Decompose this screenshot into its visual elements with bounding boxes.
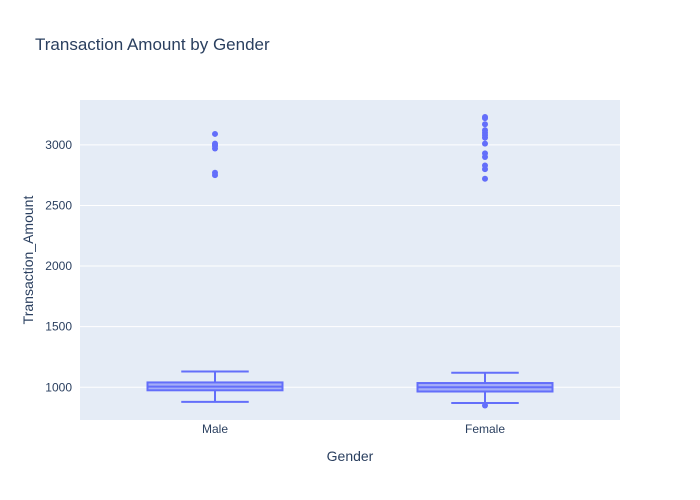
outlier-point (482, 175, 488, 182)
y-tick-label: 2500 (45, 198, 72, 212)
outlier-point (482, 162, 488, 169)
x-tick-label: Male (202, 422, 228, 436)
y-tick-label: 3000 (45, 138, 72, 152)
x-axis-title: Gender (327, 448, 374, 464)
x-axis-ticks: Male Female (202, 422, 505, 436)
outlier-point (482, 140, 488, 147)
y-axis-ticks: 1000 1500 2000 2500 3000 (45, 138, 72, 394)
box-traces (146, 113, 554, 409)
outlier-point (482, 113, 488, 120)
box-trace-male (146, 130, 284, 403)
x-tick-label: Female (465, 422, 505, 436)
outlier-point (482, 150, 488, 157)
plot-area (80, 100, 620, 420)
y-tick-label: 1500 (45, 320, 72, 334)
y-tick-label: 2000 (45, 259, 72, 273)
outlier-point (482, 121, 488, 128)
y-tick-label: 1000 (45, 380, 72, 394)
chart-title: Transaction Amount by Gender (35, 35, 270, 54)
outlier-point (212, 130, 218, 137)
outlier-point (482, 127, 488, 134)
outlier-point (212, 169, 218, 176)
outlier-point (482, 402, 488, 409)
box-trace-female (416, 113, 554, 409)
outlier-point (212, 140, 218, 147)
y-axis-title: Transaction_Amount (20, 196, 36, 325)
